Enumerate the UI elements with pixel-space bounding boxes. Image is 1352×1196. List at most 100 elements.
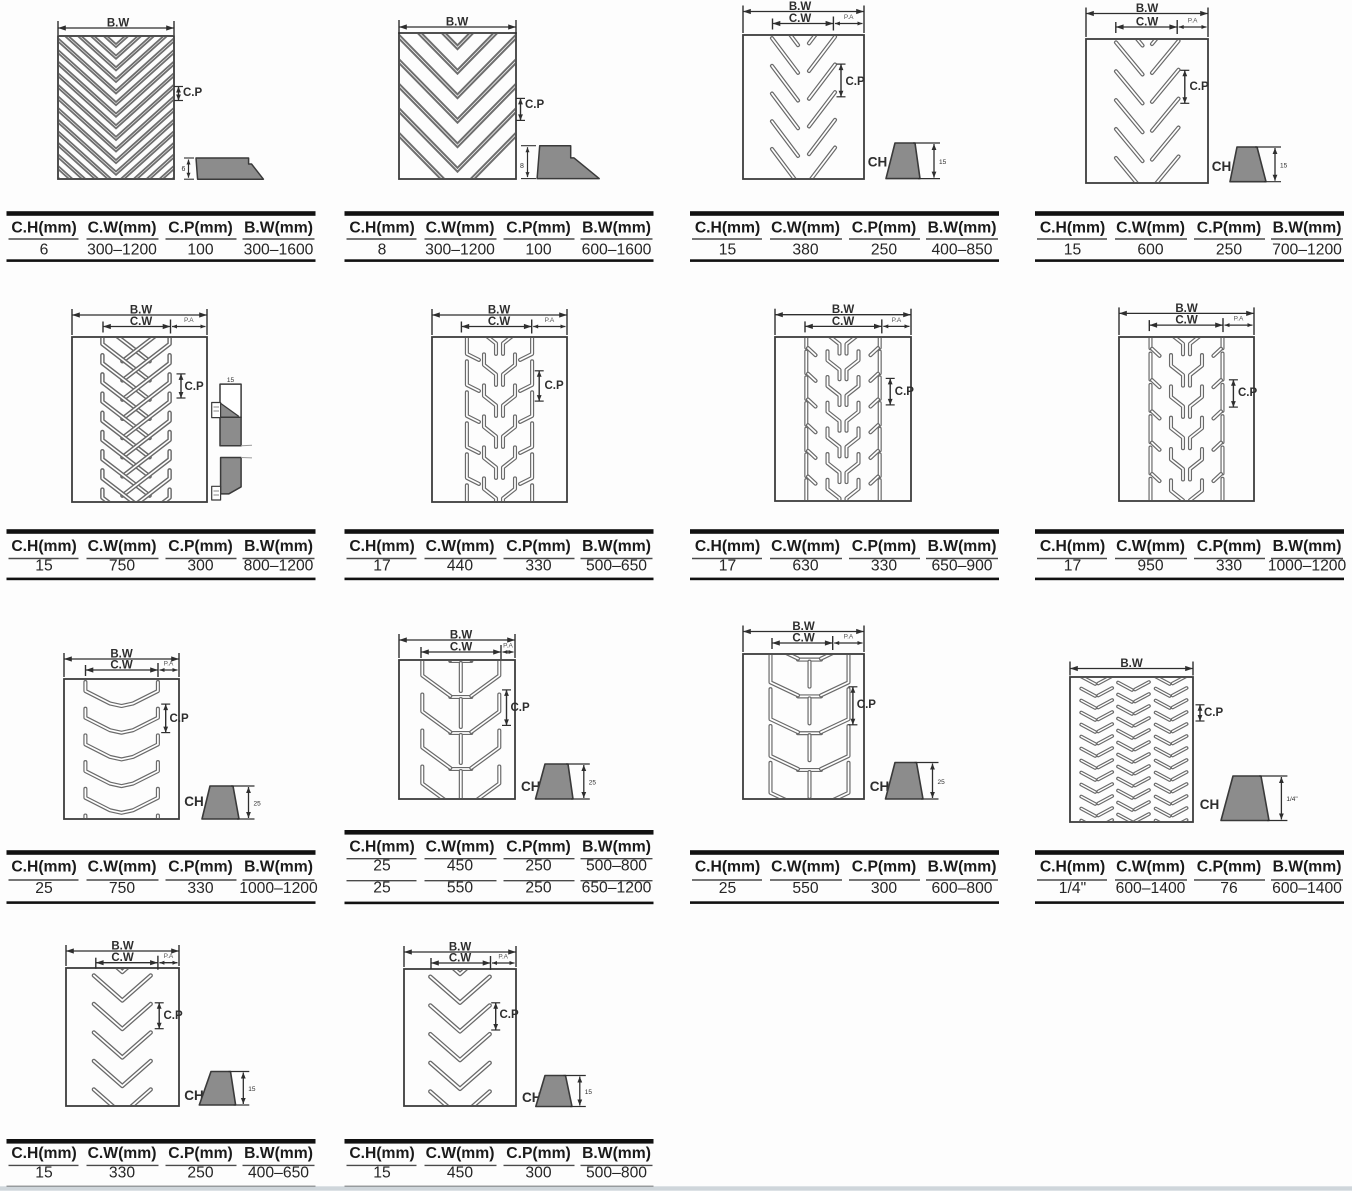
svg-text:950: 950 [1137, 558, 1163, 575]
svg-text:P.A: P.A [1188, 18, 1198, 25]
svg-text:C.P(mm): C.P(mm) [168, 859, 233, 876]
svg-text:700–1200: 700–1200 [1272, 242, 1342, 259]
svg-text:C.W(mm): C.W(mm) [1116, 538, 1185, 555]
svg-text:B.W(mm): B.W(mm) [928, 538, 997, 555]
svg-text:100: 100 [525, 242, 551, 259]
svg-text:C.W(mm): C.W(mm) [88, 538, 157, 555]
svg-text:C.H(mm): C.H(mm) [349, 839, 414, 856]
svg-text:C.H(mm): C.H(mm) [349, 220, 414, 237]
svg-text:C.P: C.P [185, 381, 205, 393]
svg-text:C.P(mm): C.P(mm) [1197, 538, 1262, 555]
svg-text:500–650: 500–650 [586, 558, 647, 575]
svg-text:C.P: C.P [857, 699, 877, 711]
svg-text:C.W(mm): C.W(mm) [426, 839, 495, 856]
svg-text:C.P(mm): C.P(mm) [168, 220, 233, 237]
svg-text:C.W(mm): C.W(mm) [1116, 859, 1185, 876]
svg-text:B.W(mm): B.W(mm) [244, 220, 313, 237]
svg-text:330: 330 [187, 880, 213, 897]
svg-text:C.P(mm): C.P(mm) [168, 538, 233, 555]
svg-text:C.H(mm): C.H(mm) [11, 538, 76, 555]
svg-text:250: 250 [525, 880, 551, 897]
svg-text:250: 250 [871, 242, 897, 259]
svg-text:330: 330 [525, 558, 551, 575]
svg-text:440: 440 [447, 558, 473, 575]
svg-text:C.P(mm): C.P(mm) [1197, 220, 1262, 237]
svg-text:400–850: 400–850 [931, 242, 992, 259]
svg-text:15: 15 [227, 377, 235, 384]
svg-text:P.A: P.A [498, 954, 508, 961]
svg-text:15: 15 [1280, 162, 1288, 169]
svg-text:C.P: C.P [1238, 387, 1258, 399]
svg-text:B.W(mm): B.W(mm) [928, 220, 997, 237]
svg-text:C.H(mm): C.H(mm) [695, 859, 760, 876]
svg-text:17: 17 [1064, 558, 1081, 575]
svg-text:CH: CH [868, 155, 888, 170]
svg-text:P.A: P.A [844, 14, 854, 21]
svg-text:B.W(mm): B.W(mm) [244, 1145, 313, 1162]
svg-text:15: 15 [585, 1089, 593, 1096]
svg-text:25: 25 [35, 880, 53, 897]
svg-text:1000–1200: 1000–1200 [1268, 558, 1347, 575]
svg-text:C.H(mm): C.H(mm) [1040, 220, 1105, 237]
svg-text:C.W(mm): C.W(mm) [771, 859, 840, 876]
svg-text:C.H(mm): C.H(mm) [11, 859, 76, 876]
svg-text:P.A: P.A [844, 634, 854, 641]
svg-text:C.P(mm): C.P(mm) [506, 1145, 571, 1162]
svg-text:C.W(mm): C.W(mm) [771, 220, 840, 237]
svg-text:17: 17 [719, 558, 736, 575]
svg-text:B.W(mm): B.W(mm) [244, 538, 313, 555]
svg-text:C.P: C.P [846, 76, 866, 88]
svg-text:C.H(mm): C.H(mm) [349, 1145, 414, 1162]
svg-text:500–800: 500–800 [586, 1165, 647, 1182]
svg-text:P.A: P.A [164, 661, 174, 668]
svg-text:C.P: C.P [183, 87, 203, 99]
svg-text:C.P: C.P [545, 380, 565, 392]
svg-text:C.W(mm): C.W(mm) [88, 1145, 157, 1162]
svg-text:C.P: C.P [170, 713, 190, 725]
svg-text:B.W(mm): B.W(mm) [582, 220, 651, 237]
svg-text:C.W(mm): C.W(mm) [1116, 220, 1185, 237]
svg-text:15: 15 [35, 1165, 53, 1182]
svg-text:15: 15 [719, 242, 737, 259]
svg-text:25: 25 [254, 801, 262, 808]
svg-text:25: 25 [373, 880, 391, 897]
svg-text:450: 450 [447, 858, 473, 875]
svg-text:800–1200: 800–1200 [244, 558, 314, 575]
svg-text:630: 630 [792, 558, 818, 575]
svg-text:600–1600: 600–1600 [582, 242, 652, 259]
svg-text:CH: CH [1212, 159, 1232, 174]
svg-text:300: 300 [187, 558, 213, 575]
svg-text:380: 380 [792, 242, 818, 259]
svg-text:C.P(mm): C.P(mm) [852, 538, 917, 555]
svg-text:C.H(mm): C.H(mm) [695, 220, 760, 237]
svg-text:B.W(mm): B.W(mm) [582, 538, 651, 555]
svg-text:B.W(mm): B.W(mm) [1273, 859, 1342, 876]
svg-text:1000–1200: 1000–1200 [239, 880, 318, 897]
svg-text:C.W(mm): C.W(mm) [88, 859, 157, 876]
svg-text:600–1400: 600–1400 [1116, 880, 1186, 897]
svg-text:CH: CH [870, 779, 890, 794]
svg-text:P.A: P.A [1234, 316, 1244, 323]
svg-text:100: 100 [187, 242, 213, 259]
svg-text:650–900: 650–900 [931, 558, 992, 575]
svg-text:C.W(mm): C.W(mm) [426, 1145, 495, 1162]
svg-text:1/4": 1/4" [1286, 796, 1298, 803]
svg-text:P.A: P.A [184, 317, 194, 324]
svg-text:C.H(mm): C.H(mm) [1040, 859, 1105, 876]
svg-text:C.W(mm): C.W(mm) [426, 220, 495, 237]
svg-text:1/4": 1/4" [1059, 880, 1086, 897]
svg-text:C.P(mm): C.P(mm) [852, 220, 917, 237]
svg-text:C.P(mm): C.P(mm) [1197, 859, 1262, 876]
svg-text:C.H(mm): C.H(mm) [1040, 538, 1105, 555]
svg-text:C.P(mm): C.P(mm) [506, 839, 571, 856]
svg-text:B.W(mm): B.W(mm) [1273, 220, 1342, 237]
svg-text:330: 330 [871, 558, 897, 575]
svg-text:8: 8 [378, 242, 387, 259]
svg-text:C.W(mm): C.W(mm) [88, 220, 157, 237]
svg-text:250: 250 [187, 1165, 213, 1182]
svg-text:400–650: 400–650 [248, 1165, 309, 1182]
svg-text:550: 550 [792, 880, 818, 897]
svg-text:300–1600: 300–1600 [244, 242, 314, 259]
svg-text:6: 6 [182, 166, 186, 173]
svg-text:B.W(mm): B.W(mm) [244, 859, 313, 876]
